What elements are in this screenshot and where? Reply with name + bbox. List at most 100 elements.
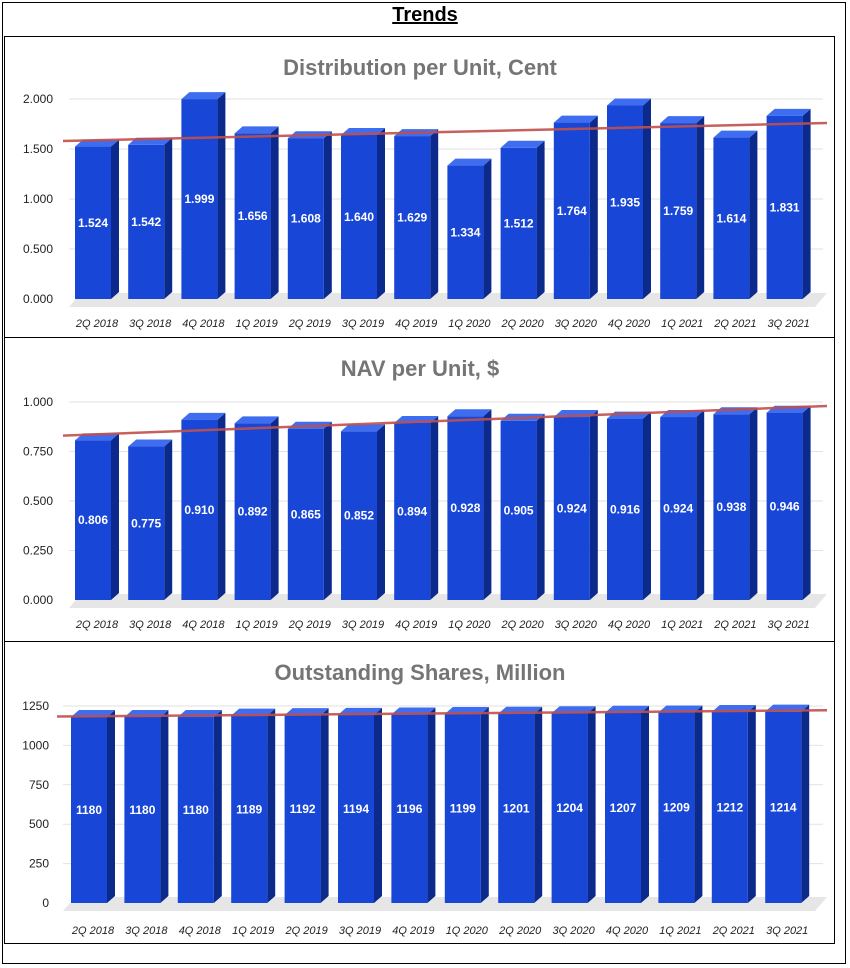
y-tick-label: 750 — [29, 778, 49, 792]
data-label: 1194 — [343, 802, 369, 816]
bar-front — [71, 717, 107, 903]
bar-side — [217, 412, 226, 600]
bar-4q-2018: 0.910 — [181, 412, 226, 600]
bar-front — [338, 714, 374, 903]
bar-4q-2018: 1180 — [177, 710, 222, 903]
bar-3q-2020: 1204 — [551, 706, 596, 903]
bar-3q-2018: 1180 — [124, 710, 169, 903]
bar-4q-2019: 1.629 — [394, 129, 439, 299]
x-tick-label: 2Q 2021 — [712, 925, 755, 937]
bar-2q-2018: 0.806 — [75, 433, 119, 600]
bar-top — [500, 140, 545, 148]
bar-top — [234, 126, 279, 134]
bar-side — [427, 707, 436, 903]
data-label: 0.892 — [238, 505, 268, 519]
bar-front — [234, 423, 271, 600]
bar-front — [500, 147, 537, 299]
bar-front — [766, 115, 803, 300]
data-label: 0.806 — [78, 513, 108, 527]
bar-front — [181, 99, 218, 299]
data-label: 1.512 — [504, 216, 534, 230]
bar-side — [164, 439, 173, 600]
nav-chart-panel: NAV per Unit, $ 0.000 0.250 0.500 0.750 1.000… — [4, 337, 835, 642]
chart-title: Distribution per Unit, Cent — [283, 55, 557, 80]
x-tick-label: 3Q 2021 — [767, 619, 809, 631]
bar-front — [607, 105, 643, 299]
x-tick-label: 1Q 2021 — [659, 925, 701, 937]
bar-4q-2020: 0.916 — [607, 411, 651, 600]
bar-top — [341, 424, 385, 432]
y-tick-label: 1000 — [22, 738, 49, 752]
bar-top — [181, 92, 226, 100]
x-tick-label: 3Q 2020 — [555, 318, 598, 330]
bar-side — [536, 140, 545, 299]
bar-side — [589, 115, 598, 299]
bar-2q-2019: 1192 — [284, 708, 329, 903]
x-tick-label: 3Q 2020 — [555, 619, 598, 631]
bar-side — [377, 424, 385, 600]
bar-side — [749, 130, 758, 299]
bar-front — [500, 420, 537, 600]
x-tick-label: 1Q 2019 — [235, 318, 277, 330]
data-label: 0.910 — [184, 503, 214, 517]
data-label: 1180 — [129, 803, 155, 817]
bar-side — [694, 705, 703, 903]
x-tick-label: 2Q 2018 — [75, 318, 119, 330]
trend-line — [62, 404, 828, 437]
x-tick-label: 2Q 2020 — [498, 925, 542, 937]
data-label: 1180 — [76, 803, 102, 817]
page-title: Trends — [392, 4, 458, 26]
x-tick-label: 1Q 2021 — [661, 318, 703, 330]
chart-title: Outstanding Shares, Million — [275, 660, 566, 685]
bar-side — [536, 413, 545, 600]
bar-3q-2021: 1214 — [765, 704, 810, 903]
bar-side — [267, 708, 276, 903]
bar-side — [643, 98, 651, 299]
x-tick-label: 2Q 2018 — [75, 619, 119, 631]
bar-front — [287, 138, 324, 299]
bar-1q-2020: 1199 — [444, 707, 489, 903]
bar-side — [217, 92, 226, 299]
bar-front — [658, 712, 695, 903]
bar-side — [374, 707, 382, 903]
bar-side — [587, 706, 596, 903]
data-label: 1214 — [770, 800, 797, 814]
data-label: 1189 — [236, 802, 262, 816]
x-tick-label: 1Q 2019 — [232, 925, 274, 937]
bar-side — [483, 158, 492, 299]
x-tick-label: 3Q 2019 — [339, 925, 381, 937]
bar-front — [765, 711, 802, 903]
x-tick-label: 4Q 2018 — [179, 925, 222, 937]
bar-front — [128, 446, 165, 600]
x-tick-label: 4Q 2019 — [392, 925, 434, 937]
data-label: 1.656 — [238, 209, 268, 223]
bar-top — [447, 158, 492, 166]
x-tick-label: 4Q 2020 — [608, 619, 651, 631]
bar-4q-2019: 0.894 — [394, 415, 439, 600]
bar-front — [711, 711, 748, 903]
bar-side — [270, 126, 279, 300]
bar-front — [234, 133, 271, 299]
y-tick-label: 0.500 — [23, 494, 53, 508]
x-tick-label: 4Q 2020 — [608, 318, 651, 330]
bar-3q-2021: 0.946 — [766, 405, 811, 600]
x-tick-label: 4Q 2018 — [182, 619, 225, 631]
bar-front — [447, 165, 484, 299]
data-label: 0.924 — [557, 502, 587, 516]
bar-side — [323, 131, 332, 299]
bar-front — [605, 712, 641, 903]
data-label: 1.759 — [663, 204, 693, 218]
data-label: 0.946 — [770, 499, 800, 513]
bar-side — [430, 129, 439, 299]
bar-side — [643, 411, 651, 600]
bar-top — [607, 98, 651, 106]
bar-3q-2020: 0.924 — [553, 410, 598, 600]
chart-title: NAV per Unit, $ — [341, 356, 500, 381]
bar-front — [177, 717, 214, 903]
bar-front — [128, 144, 165, 299]
trend-line — [62, 121, 828, 143]
bar-side — [270, 416, 279, 600]
data-label: 0.775 — [131, 516, 161, 530]
data-label: 1180 — [183, 803, 209, 817]
data-label: 1.629 — [397, 211, 427, 225]
